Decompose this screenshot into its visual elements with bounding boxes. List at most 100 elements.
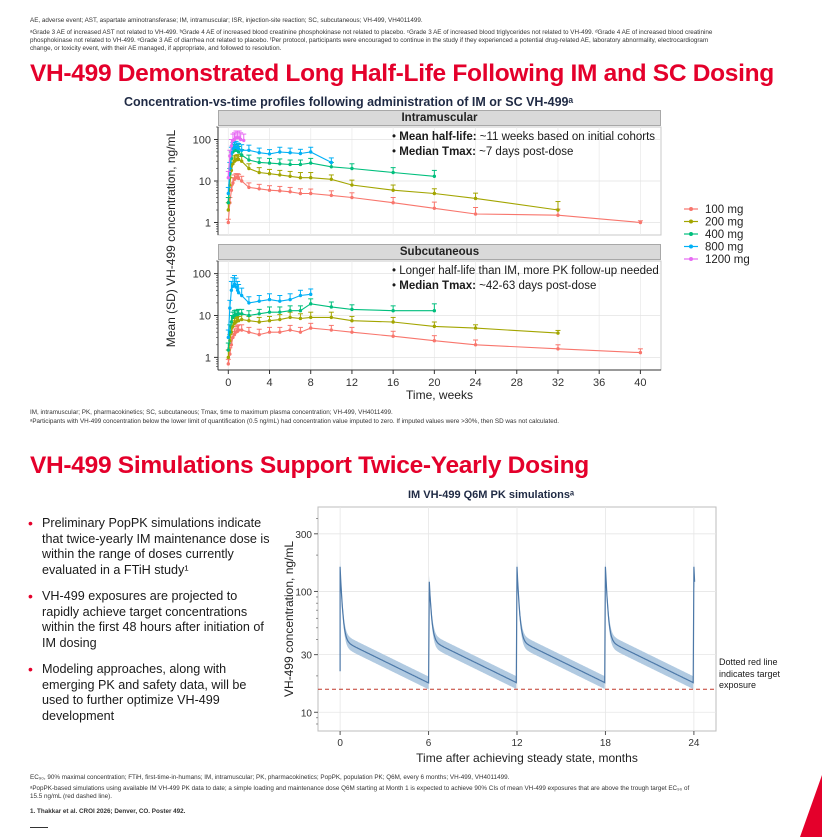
y-tick-label: 100 [193, 134, 211, 146]
legend-item: 400 mg [684, 229, 743, 241]
data-point [391, 320, 395, 324]
chart1-subtitle: Concentration-vs-time profiles following… [124, 95, 574, 109]
chart2-plot: 10 30 100 300 0 6 12 18 24 Time after achieving s… [282, 506, 717, 765]
data-point [267, 297, 272, 302]
y-tick-label: 100 [193, 269, 211, 281]
x-axis-label: Time, weeks [406, 388, 473, 402]
data-point [226, 201, 231, 205]
legend-label: 200 mg [705, 217, 743, 229]
series-800-mg [225, 275, 314, 340]
data-point [309, 292, 313, 297]
legend-label: 100 mg [705, 204, 743, 216]
x-tick-label: 0 [225, 377, 231, 389]
data-point [236, 147, 241, 151]
data-point [298, 309, 303, 313]
data-point [432, 309, 437, 313]
data-point [309, 161, 313, 165]
x-tick-label: 28 [511, 377, 523, 389]
data-point [350, 319, 354, 323]
data-point [236, 150, 241, 154]
data-point [473, 212, 478, 216]
x-tick-label: 8 [308, 377, 314, 389]
grades-footnote-line2: phosphokinase not related to VH-499. ᵉGr… [30, 37, 709, 44]
data-point [288, 297, 292, 302]
panel-strip-intramuscular: Intramuscular [218, 110, 661, 126]
data-point [309, 191, 313, 196]
data-point [226, 355, 231, 360]
section2-bullet-list: Preliminary PopPK simulations indicate t… [28, 516, 273, 735]
chart1-axes: 0 4 8 12 16 20 24 28 32 36 40 Time, weeks Mean (SD) … [164, 129, 661, 402]
legend-swatch-point [689, 207, 693, 211]
x-tick-label: 4 [266, 377, 272, 389]
data-point [350, 183, 354, 187]
section1-footnote1: IM, intramuscular; PK, pharmacokinetics;… [30, 409, 393, 416]
data-point [267, 188, 272, 192]
data-point [236, 291, 241, 295]
y-tick-label: 10 [199, 176, 211, 188]
x-tick-label: 12 [346, 377, 358, 389]
data-point [239, 148, 244, 152]
data-point [247, 330, 251, 334]
data-point [229, 188, 234, 192]
data-point [556, 208, 560, 212]
section2-footnote2b: 15.5 ng/mL (red dashed line). [30, 793, 113, 800]
x-tick-label: 40 [634, 377, 646, 389]
data-point [247, 319, 251, 323]
y-tick-label: 30 [301, 651, 313, 662]
data-point [329, 160, 334, 165]
y-tick-label: 1 [205, 218, 211, 230]
data-point [267, 319, 272, 323]
x-tick-label: 32 [552, 377, 564, 389]
data-point [231, 335, 235, 340]
data-point [391, 309, 395, 313]
x-tick-label: 18 [600, 738, 612, 749]
data-point [239, 317, 244, 322]
data-point [257, 299, 261, 303]
data-point [234, 285, 238, 289]
x-tick-label: 16 [387, 377, 399, 389]
data-point [228, 306, 232, 310]
data-point [309, 326, 313, 330]
data-point [298, 191, 303, 196]
y-tick-label: 300 [295, 530, 312, 541]
legend-item: 1200 mg [684, 254, 750, 266]
data-point [391, 201, 395, 205]
data-point [229, 144, 234, 148]
series-1200-mg [225, 130, 247, 180]
data-point [278, 330, 282, 334]
data-point [231, 324, 235, 329]
q6m-simulation-chart: 10 30 100 300 0 6 12 18 24 Time after achieving s… [282, 506, 717, 765]
grades-footnote-line3: change, or toxicity event, with their AE… [30, 45, 282, 52]
data-point [257, 332, 261, 337]
data-point [298, 316, 303, 321]
data-point [278, 310, 282, 314]
x-tick-label: 36 [593, 377, 605, 389]
data-point [236, 328, 241, 332]
data-point [638, 350, 643, 355]
y-tick-label: 10 [199, 311, 211, 323]
data-point [239, 328, 244, 332]
im-annotation-tmax: • Median Tmax: ~7 days post-dose [392, 145, 574, 158]
legend-label: 1200 mg [705, 254, 750, 266]
data-point [239, 293, 244, 298]
legend-label: 400 mg [705, 229, 743, 241]
data-point [288, 174, 292, 178]
brand-corner-wedge [800, 775, 822, 837]
reference: 1. Thakkar et al. CROI 2026; Denver, CO.… [30, 808, 186, 815]
data-point [226, 208, 231, 212]
data-point [329, 177, 334, 181]
im-annotations: • Mean half-life: ~11 weeks based on ini… [392, 130, 655, 159]
data-point [329, 193, 334, 198]
data-point [391, 334, 395, 338]
data-point [226, 176, 231, 180]
data-point [309, 176, 313, 180]
data-point [556, 347, 560, 351]
data-point [236, 176, 241, 181]
legend-item: 200 mg [684, 217, 743, 229]
data-point [350, 307, 354, 312]
target-line-note: Dotted red line indicates target exposur… [719, 657, 781, 690]
data-point [432, 339, 437, 343]
im-annotation-halflife: • Mean half-life: ~11 weeks based on ini… [392, 131, 656, 143]
x-tick-label: 24 [469, 377, 481, 389]
data-point [288, 309, 292, 313]
